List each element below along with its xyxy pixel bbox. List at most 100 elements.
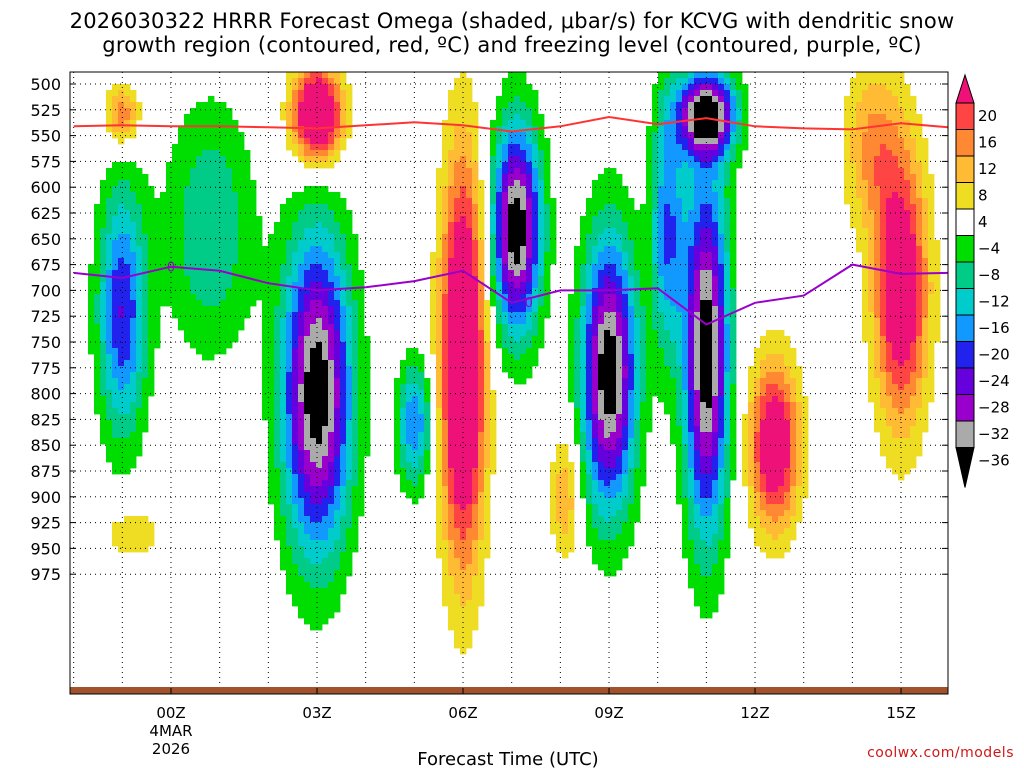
heatmap-cell: [196, 240, 203, 247]
heatmap-cell: [580, 414, 587, 421]
heatmap-cell: [904, 342, 911, 349]
heatmap-cell: [658, 138, 665, 145]
heatmap-cell: [928, 390, 935, 397]
heatmap-cell: [694, 270, 701, 277]
heatmap-cell: [706, 240, 713, 247]
heatmap-cell: [484, 408, 491, 415]
heatmap-cell: [580, 252, 587, 259]
heatmap-cell: [604, 258, 611, 265]
heatmap-cell: [286, 300, 293, 307]
heatmap-cell: [346, 252, 353, 259]
heatmap-cell: [922, 204, 929, 211]
heatmap-cell: [682, 330, 689, 337]
heatmap-cell: [316, 324, 323, 331]
heatmap-cell: [172, 222, 179, 229]
heatmap-cell: [604, 300, 611, 307]
heatmap-cell: [148, 222, 155, 229]
heatmap-cell: [106, 168, 113, 175]
heatmap-cell: [646, 396, 653, 403]
heatmap-cell: [622, 336, 629, 343]
heatmap-cell: [604, 168, 611, 175]
heatmap-cell: [460, 342, 467, 349]
heatmap-cell: [316, 222, 323, 229]
heatmap-cell: [250, 210, 257, 217]
heatmap-cell: [898, 138, 905, 145]
heatmap-cell: [202, 300, 209, 307]
heatmap-cell: [454, 162, 461, 169]
heatmap-cell: [430, 318, 437, 325]
heatmap-cell: [436, 306, 443, 313]
heatmap-cell: [922, 228, 929, 235]
heatmap-cell: [526, 276, 533, 283]
heatmap-cell: [346, 396, 353, 403]
heatmap-cell: [520, 156, 527, 163]
heatmap-cell: [886, 306, 893, 313]
heatmap-cell: [544, 210, 551, 217]
heatmap-cell: [466, 378, 473, 385]
heatmap-cell: [526, 114, 533, 121]
heatmap-cell: [928, 336, 935, 343]
heatmap-cell: [724, 264, 731, 271]
heatmap-cell: [532, 282, 539, 289]
heatmap-cell: [334, 216, 341, 223]
heatmap-cell: [634, 228, 641, 235]
heatmap-cell: [922, 252, 929, 259]
heatmap-cell: [508, 210, 515, 217]
heatmap-cell: [916, 258, 923, 265]
heatmap-cell: [328, 246, 335, 253]
heatmap-cell: [508, 288, 515, 295]
heatmap-cell: [514, 240, 521, 247]
heatmap-cell: [886, 144, 893, 151]
heatmap-cell: [928, 252, 935, 259]
heatmap-cell: [364, 408, 371, 415]
heatmap-cell: [862, 204, 869, 211]
heatmap-cell: [508, 186, 515, 193]
heatmap-cell: [298, 192, 305, 199]
heatmap-cell: [238, 282, 245, 289]
heatmap-cell: [526, 258, 533, 265]
heatmap-cell: [496, 234, 503, 241]
heatmap-cell: [718, 288, 725, 295]
heatmap-cell: [310, 186, 317, 193]
heatmap-cell: [694, 378, 701, 385]
heatmap-cell: [862, 174, 869, 181]
heatmap-cell: [628, 360, 635, 367]
heatmap-cell: [616, 174, 623, 181]
heatmap-cell: [298, 120, 305, 127]
heatmap-cell: [334, 228, 341, 235]
heatmap-cell: [460, 282, 467, 289]
heatmap-cell: [706, 210, 713, 217]
heatmap-cell: [358, 348, 365, 355]
heatmap-cell: [364, 414, 371, 421]
heatmap-cell: [202, 324, 209, 331]
heatmap-cell: [268, 342, 275, 349]
heatmap-cell: [886, 84, 893, 91]
heatmap-cell: [700, 144, 707, 151]
heatmap-cell: [874, 264, 881, 271]
heatmap-cell: [418, 402, 425, 409]
heatmap-cell: [718, 180, 725, 187]
heatmap-cell: [658, 378, 665, 385]
heatmap-cell: [136, 210, 143, 217]
heatmap-cell: [904, 306, 911, 313]
heatmap-cell: [466, 408, 473, 415]
heatmap-cell: [718, 294, 725, 301]
heatmap-cell: [514, 174, 521, 181]
heatmap-cell: [874, 270, 881, 277]
heatmap-cell: [304, 372, 311, 379]
heatmap-cell: [460, 288, 467, 295]
heatmap-cell: [694, 342, 701, 349]
heatmap-cell: [598, 192, 605, 199]
heatmap-cell: [196, 126, 203, 133]
heatmap-cell: [712, 276, 719, 283]
heatmap-cell: [448, 138, 455, 145]
heatmap-cell: [508, 96, 515, 103]
heatmap-cell: [106, 390, 113, 397]
heatmap-cell: [460, 408, 467, 415]
heatmap-cell: [292, 90, 299, 97]
heatmap-cell: [790, 396, 797, 403]
heatmap-cell: [604, 294, 611, 301]
heatmap-cell: [454, 258, 461, 265]
heatmap-cell: [646, 126, 653, 133]
heatmap-cell: [628, 330, 635, 337]
